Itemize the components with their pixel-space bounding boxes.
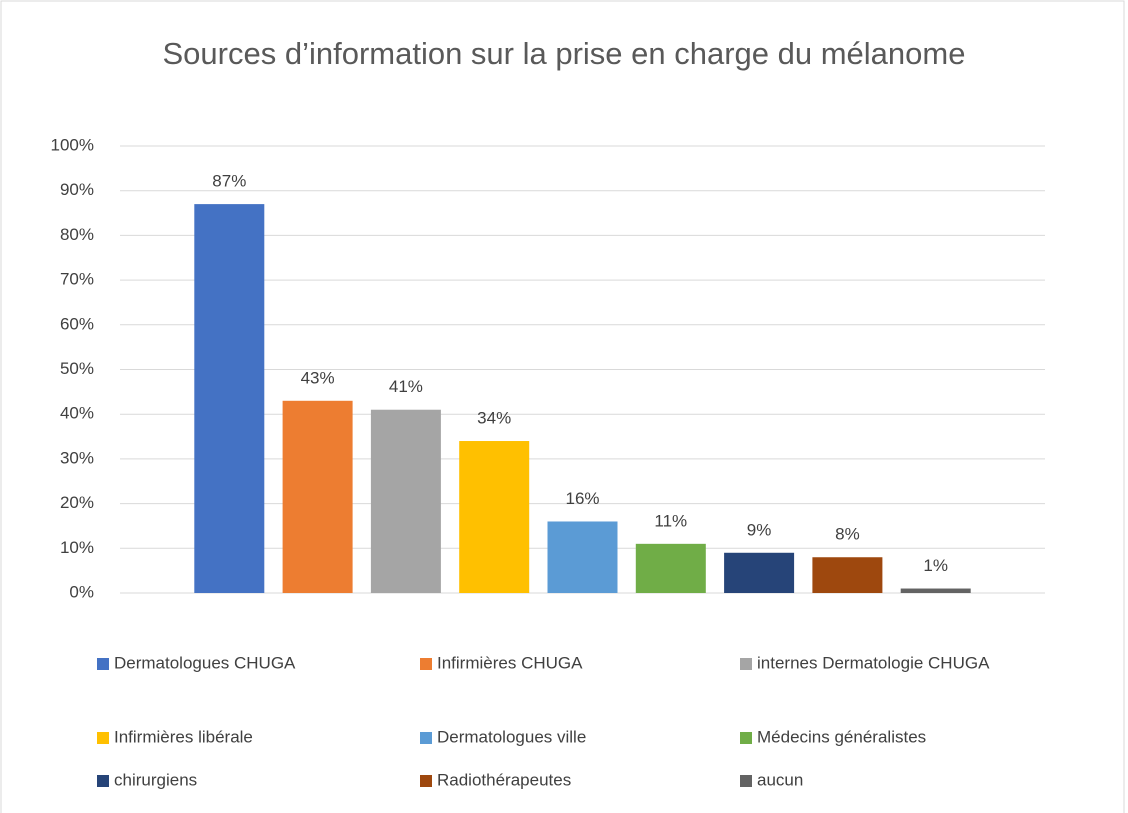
y-tick-label: 20% [60,493,94,512]
data-label: 16% [565,489,599,508]
legend-label: aucun [757,770,803,789]
data-label: 8% [835,525,860,544]
legend-swatch [420,658,432,670]
y-tick-label: 10% [60,538,94,557]
bar [547,521,618,593]
data-label: 9% [747,520,772,539]
legend-label: Infirmières libérale [114,727,253,746]
legend-label: internes Dermatologie CHUGA [757,653,990,672]
y-tick-label: 70% [60,270,94,289]
bar [812,557,883,593]
y-tick-label: 60% [60,314,94,333]
data-label: 87% [212,172,246,191]
legend-label: chirurgiens [114,770,197,789]
bar [724,552,795,593]
y-tick-label: 100% [51,135,94,154]
data-label: 1% [923,556,948,575]
y-tick-label: 0% [69,582,94,601]
legend-label: Dermatologues CHUGA [114,653,296,672]
legend-label: Radiothérapeutes [437,770,571,789]
bar [635,543,706,593]
chart-title: Sources d’information sur la prise en ch… [163,36,966,71]
bar [194,204,265,594]
legend-label: Médecins généralistes [757,727,926,746]
legend-label: Dermatologues ville [437,727,586,746]
legend-swatch [740,775,752,787]
data-label: 43% [301,368,335,387]
bar [370,409,441,593]
y-tick-label: 80% [60,225,94,244]
legend-swatch [97,732,109,744]
y-tick-label: 50% [60,359,94,378]
legend-label: Infirmières CHUGA [437,653,583,672]
data-label: 11% [654,511,687,530]
bar [459,441,530,593]
legend-swatch [97,775,109,787]
legend-swatch [97,658,109,670]
y-tick-label: 40% [60,404,94,423]
y-tick-label: 30% [60,448,94,467]
bar [900,588,971,593]
legend-swatch [740,658,752,670]
bar [282,400,353,593]
legend-swatch [420,775,432,787]
y-tick-label: 90% [60,180,94,199]
legend-swatch [420,732,432,744]
data-label: 34% [477,409,511,428]
legend-swatch [740,732,752,744]
data-label: 41% [389,377,423,396]
